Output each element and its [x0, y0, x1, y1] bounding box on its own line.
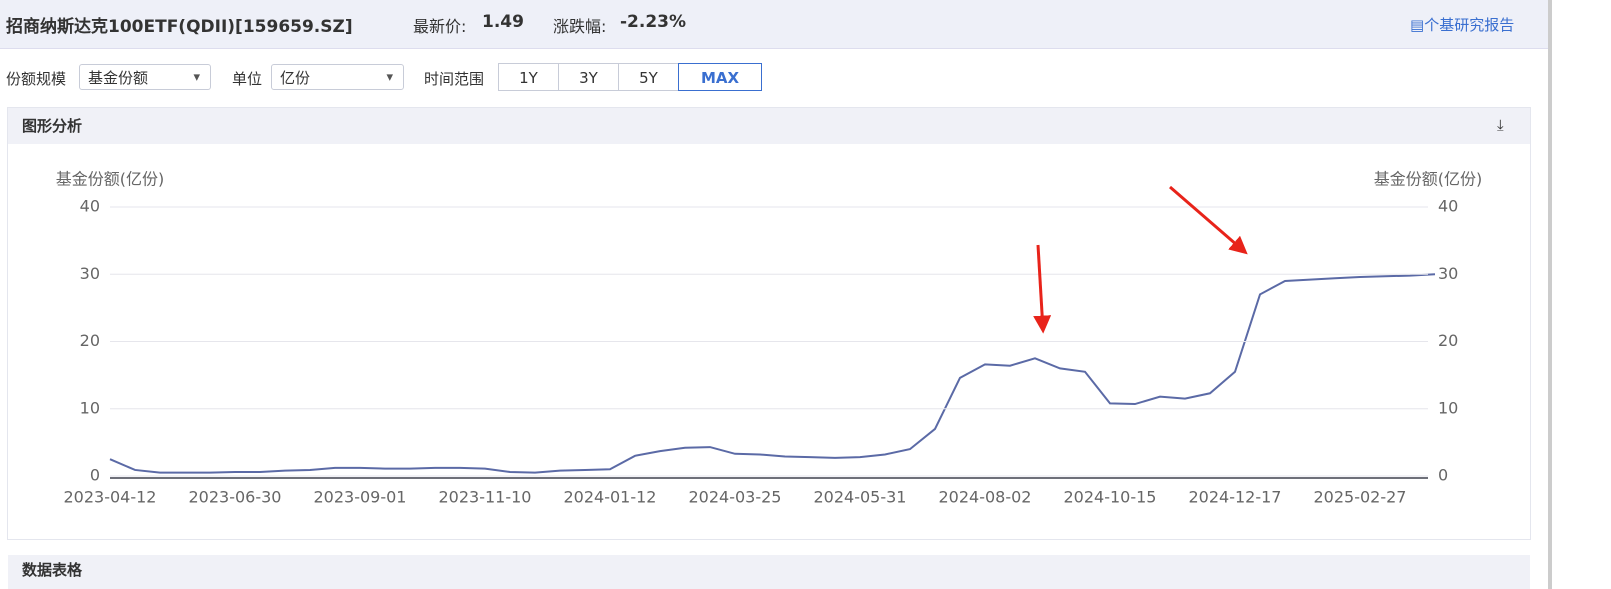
y2-tick-label: 40 — [1438, 197, 1458, 216]
x-tick-label: 2023-04-12 — [64, 488, 157, 507]
scale-label: 份额规模 — [6, 70, 67, 88]
fund-title: 招商纳斯达克100ETF(QDII)[159659.SZ] — [6, 17, 353, 37]
x-tick-label: 2023-06-30 — [189, 488, 282, 507]
x-tick-label: 2024-03-25 — [689, 488, 782, 507]
report-link[interactable]: ▤个基研究报告 — [1410, 16, 1515, 34]
report-link-text[interactable]: 个基研究报告 — [1424, 16, 1515, 34]
header — [0, 0, 1548, 49]
y2-axis-title: 基金份额(亿份) — [1374, 170, 1483, 189]
unit-label: 单位 — [232, 70, 263, 88]
table-title: 数据表格 — [8, 555, 1530, 589]
x-tick-label: 2024-01-12 — [564, 488, 657, 507]
x-tick-label: 2024-10-15 — [1064, 488, 1157, 507]
y-tick-label: 40 — [80, 197, 100, 216]
x-tick-label: 2025-02-27 — [1314, 488, 1407, 507]
price-label: 最新价: — [413, 17, 467, 36]
line — [109, 273, 1436, 474]
annotation-arrow — [1169, 185, 1248, 255]
range-label: 时间范围 — [424, 70, 485, 88]
chart-panel — [7, 107, 1531, 540]
x-tick-label: 2023-11-10 — [439, 488, 532, 507]
x-tick-label: 2024-08-02 — [939, 488, 1032, 507]
scrollbar[interactable] — [1548, 0, 1552, 589]
price: 1.49 — [482, 12, 524, 32]
unit-select[interactable]: 亿份 — [271, 64, 404, 91]
range-button[interactable]: 1Y — [498, 63, 559, 91]
y-tick-label: 0 — [90, 466, 100, 485]
y2-tick-label: 20 — [1438, 331, 1458, 350]
chart: 基金份额(亿份) 基金份额(亿份) 0 10 20 30 40 0 10 20 30 40 2023… — [56, 170, 1483, 507]
range-button[interactable]: 3Y — [558, 63, 619, 91]
x-tick-label: 2024-05-31 — [814, 488, 907, 507]
y2-tick-label: 0 — [1438, 466, 1448, 485]
y2-tick-label: 30 — [1438, 264, 1458, 283]
scale-select[interactable]: 基金份额 — [79, 64, 211, 91]
annotation-arrow — [1033, 244, 1052, 334]
range-button[interactable]: 5Y — [618, 63, 679, 91]
download-icon[interactable]: ⤓ — [1497, 116, 1504, 134]
y-tick-label: 30 — [80, 264, 100, 283]
range-button[interactable]: MAX — [678, 63, 762, 91]
change: -2.23% — [620, 12, 687, 32]
y2-tick-label: 10 — [1438, 398, 1458, 417]
y-tick-label: 10 — [80, 398, 100, 417]
x-tick-label: 2023-09-01 — [314, 488, 407, 507]
y-axis-title: 基金份额(亿份) — [56, 170, 165, 189]
change-label: 涨跌幅: — [553, 17, 607, 36]
x-tick-label: 2024-12-17 — [1189, 488, 1282, 507]
panel-title: 图形分析 — [8, 108, 1530, 144]
y-tick-label: 20 — [80, 331, 100, 350]
